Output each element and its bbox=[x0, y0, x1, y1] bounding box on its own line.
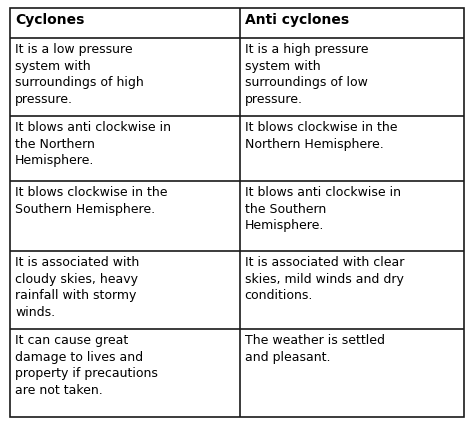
Text: It is associated with
cloudy skies, heavy
rainfall with stormy
winds.: It is associated with cloudy skies, heav… bbox=[15, 256, 139, 318]
Text: It is associated with clear
skies, mild winds and dry
conditions.: It is associated with clear skies, mild … bbox=[245, 256, 404, 302]
Text: It blows clockwise in the
Southern Hemisphere.: It blows clockwise in the Southern Hemis… bbox=[15, 186, 167, 216]
Text: It blows anti clockwise in
the Northern
Hemisphere.: It blows anti clockwise in the Northern … bbox=[15, 121, 171, 167]
Text: Anti cyclones: Anti cyclones bbox=[245, 13, 349, 27]
Text: It blows clockwise in the
Northern Hemisphere.: It blows clockwise in the Northern Hemis… bbox=[245, 121, 397, 151]
Text: It is a low pressure
system with
surroundings of high
pressure.: It is a low pressure system with surroun… bbox=[15, 43, 144, 105]
Text: It is a high pressure
system with
surroundings of low
pressure.: It is a high pressure system with surrou… bbox=[245, 43, 368, 105]
Text: Cyclones: Cyclones bbox=[15, 13, 84, 27]
Text: It can cause great
damage to lives and
property if precautions
are not taken.: It can cause great damage to lives and p… bbox=[15, 334, 158, 396]
Text: The weather is settled
and pleasant.: The weather is settled and pleasant. bbox=[245, 334, 385, 363]
Text: It blows anti clockwise in
the Southern
Hemisphere.: It blows anti clockwise in the Southern … bbox=[245, 186, 401, 232]
